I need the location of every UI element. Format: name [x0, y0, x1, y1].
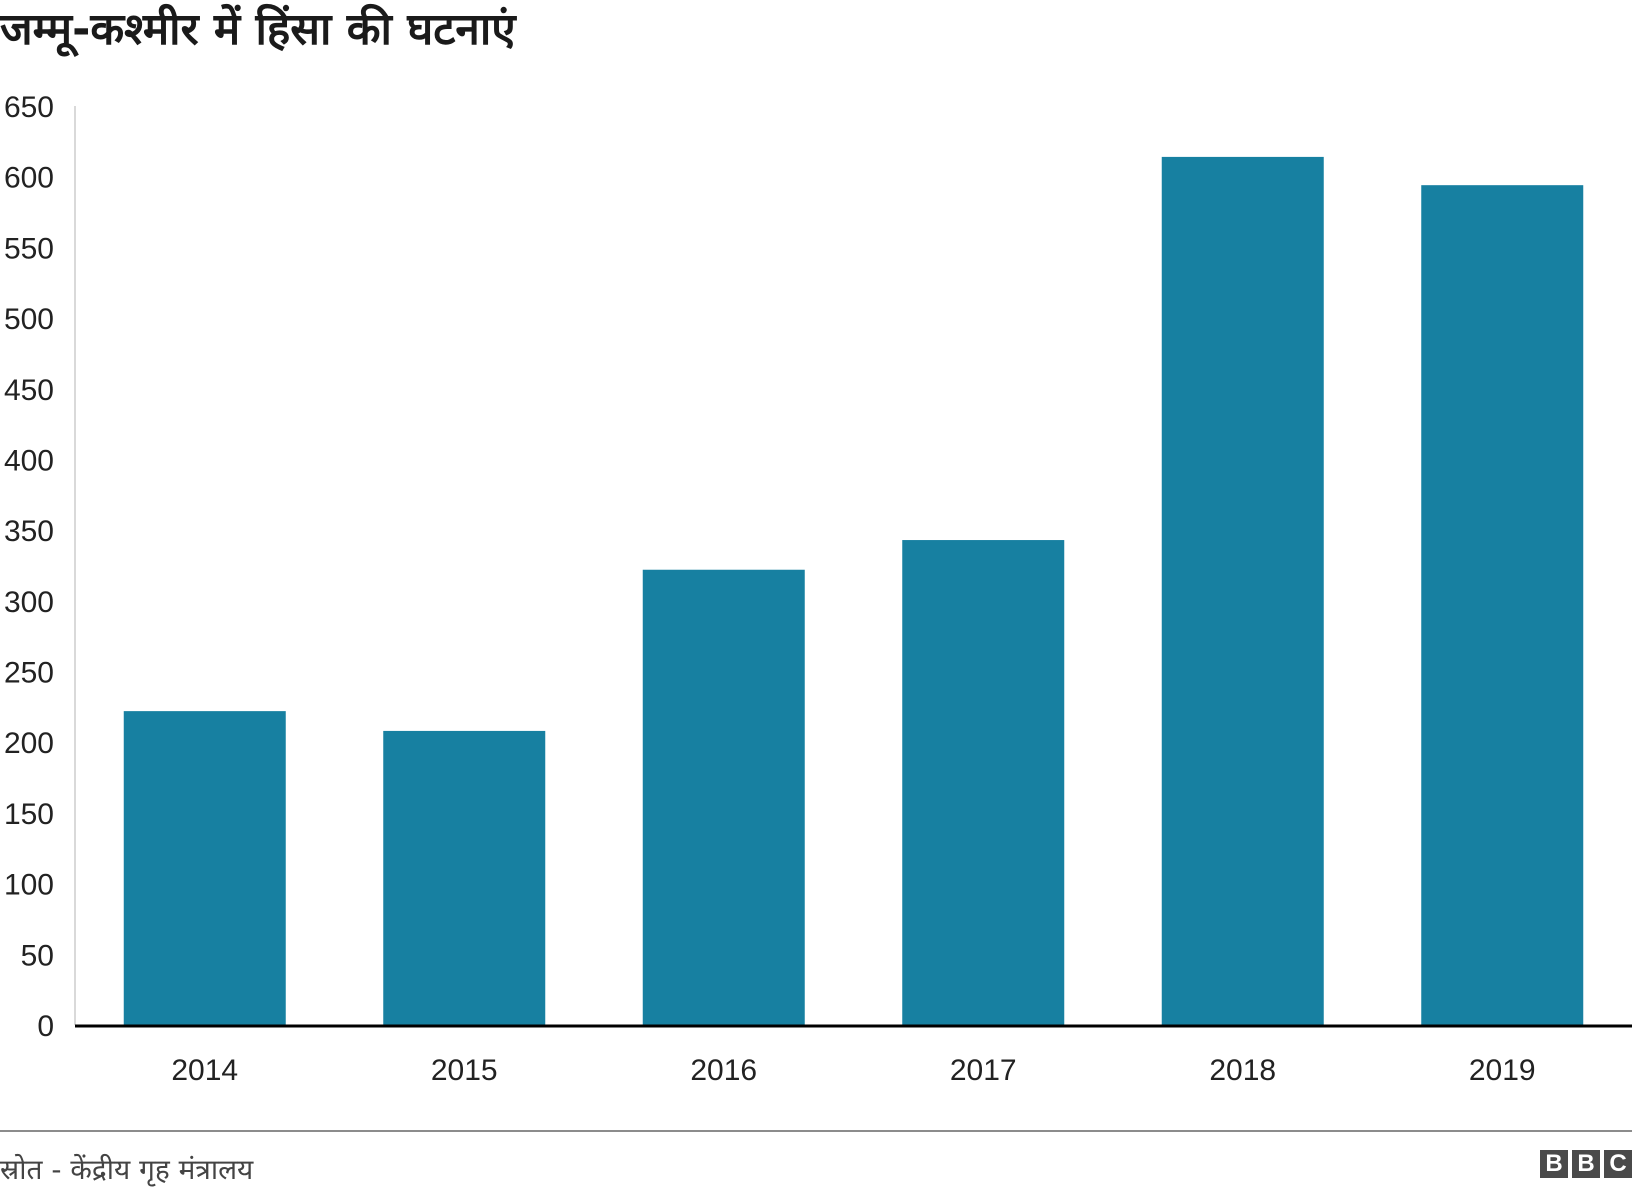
bbc-logo-block: B: [1540, 1150, 1568, 1178]
y-tick-label: 600: [4, 162, 54, 195]
bar-2018: [1161, 156, 1324, 1026]
x-tick-label: 2015: [431, 1054, 498, 1087]
bar-2017: [902, 540, 1065, 1025]
y-tick-label: 350: [4, 515, 54, 548]
x-tick-label: 2018: [1209, 1054, 1276, 1087]
y-tick-label: 100: [4, 869, 54, 902]
bar-2019: [1421, 185, 1584, 1025]
y-tick-label: 200: [4, 727, 54, 760]
y-tick-label: 150: [4, 798, 54, 831]
bar-2015: [383, 730, 546, 1025]
bar-2016: [642, 569, 805, 1025]
x-tick-label: 2019: [1469, 1054, 1536, 1087]
y-axis-ticks: 0 50 100 150 200 250 300 350 400 450 500 550 600 650: [4, 91, 54, 1043]
bars: [123, 156, 1584, 1026]
source-note: स्रोत - केंद्रीय गृह मंत्रालय: [0, 1153, 254, 1186]
y-tick-label: 500: [4, 303, 54, 336]
x-tick-label: 2017: [950, 1054, 1017, 1087]
y-tick-label: 250: [4, 657, 54, 690]
y-tick-label: 50: [21, 939, 54, 972]
x-tick-label: 2014: [171, 1054, 238, 1087]
bbc-logo-block: B: [1572, 1150, 1600, 1178]
bbc-logo: B B C: [1540, 1150, 1632, 1178]
x-axis-labels: 2014 2015 2016 2017 2018 2019: [171, 1054, 1535, 1087]
y-tick-label: 450: [4, 374, 54, 407]
footer-divider: [0, 1130, 1632, 1132]
x-tick-label: 2016: [690, 1054, 757, 1087]
y-tick-label: 0: [37, 1010, 54, 1043]
bbc-logo-block: C: [1604, 1150, 1632, 1178]
y-tick-label: 400: [4, 444, 54, 477]
y-tick-label: 550: [4, 232, 54, 265]
y-tick-label: 300: [4, 586, 54, 619]
bar-chart: 050100150200250300350400450500550600650 …: [4, 91, 1632, 1087]
y-tick-label: 650: [4, 91, 54, 124]
chart-title: जम्मू-कश्मीर में हिंसा की घटनाएं: [0, 4, 516, 55]
bar-2014: [123, 711, 286, 1025]
